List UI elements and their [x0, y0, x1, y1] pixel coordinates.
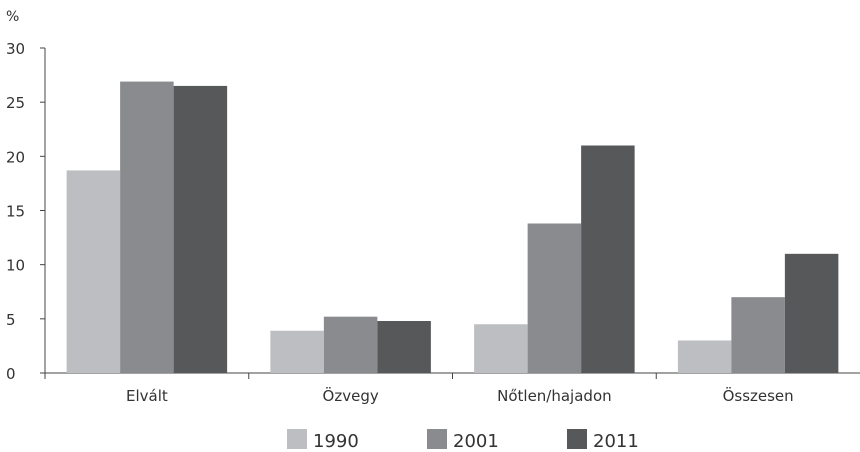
bars	[66, 81, 839, 374]
y-axis: 0 5 10 15 20 25 30	[6, 40, 46, 383]
x-category-label: Özvegy	[323, 386, 379, 405]
x-category-label: Összesen	[723, 386, 794, 405]
y-tick-label: 15	[6, 203, 25, 221]
bar-1990-1	[270, 330, 324, 373]
bar-1990-0	[66, 170, 121, 373]
legend-label: 2011	[593, 431, 639, 452]
bar-1990-3	[677, 340, 732, 373]
legend-swatch-1990	[287, 429, 307, 449]
legend-swatch-2011	[567, 429, 587, 449]
x-category-label: Elvált	[126, 387, 168, 405]
bar-2001-2	[527, 223, 582, 373]
x-category-label: Nőtlen/hajadon	[497, 387, 612, 405]
bar-2001-0	[120, 81, 174, 373]
legend-label: 1990	[313, 431, 359, 452]
legend-label: 2001	[453, 431, 499, 452]
bar-2001-3	[731, 297, 785, 373]
legend-swatch-2001	[427, 429, 447, 449]
y-axis-unit-label: %	[6, 9, 19, 25]
y-tick-label: 0	[6, 365, 16, 383]
x-axis: Elvált Özvegy Nőtlen/hajadon Összesen	[45, 372, 860, 405]
y-tick-label: 30	[6, 40, 25, 58]
bar-1990-2	[474, 324, 528, 373]
bar-2011-1	[377, 321, 431, 373]
bar-2001-1	[323, 316, 378, 373]
y-tick-label: 20	[6, 148, 25, 166]
bar-2011-0	[173, 85, 228, 374]
y-tick-label: 25	[6, 94, 25, 112]
legend: 1990 2001 2011	[287, 429, 639, 452]
y-tick-label: 10	[6, 257, 25, 275]
bar-2011-3	[784, 253, 839, 373]
bar-2011-2	[581, 145, 635, 373]
y-tick-label: 5	[6, 311, 16, 329]
